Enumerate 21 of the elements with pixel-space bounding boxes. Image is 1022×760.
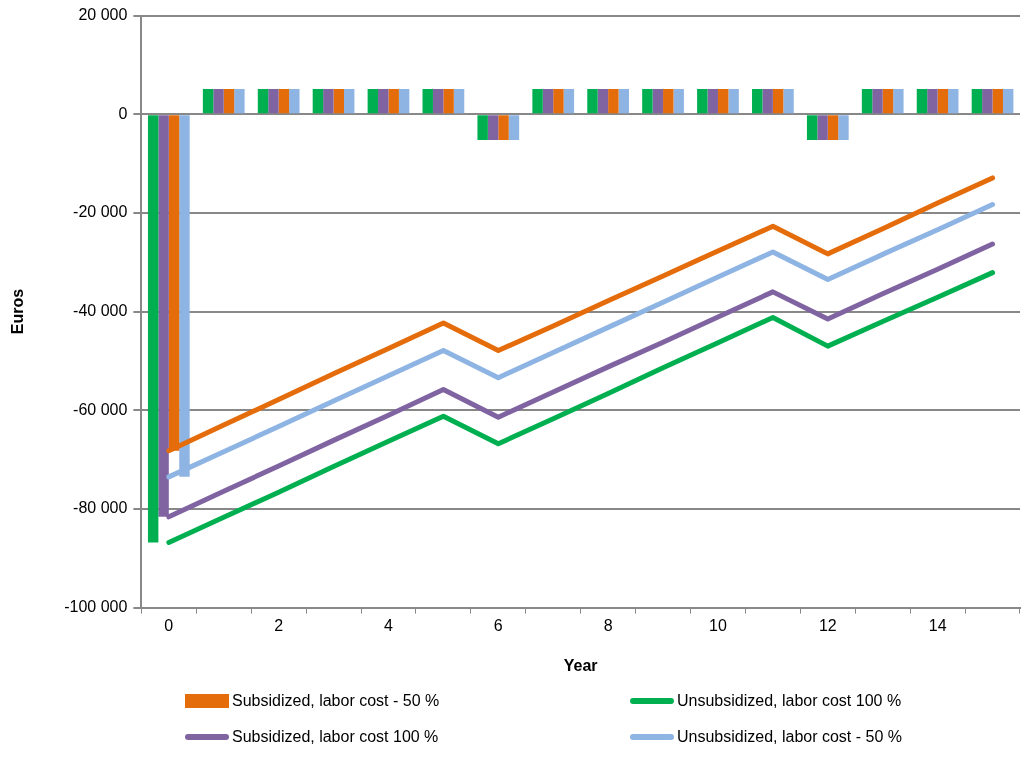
y-tick-label: -40 000 <box>73 302 128 320</box>
legend-label: Subsidized, labor cost - 50 % <box>232 692 440 710</box>
y-tick-label: 0 <box>118 104 128 122</box>
legend-label: Subsidized, labor cost 100 % <box>232 728 439 746</box>
x-tick-label: 8 <box>603 616 613 634</box>
x-tick-label: 14 <box>928 616 947 634</box>
x-tick-label: 4 <box>384 616 394 634</box>
y-tick-label: -60 000 <box>73 400 128 418</box>
y-tick-label: -20 000 <box>73 203 128 221</box>
y-tick-label: -100 000 <box>64 598 128 616</box>
x-tick-label: 6 <box>493 616 503 634</box>
x-tick-label: 12 <box>818 616 837 634</box>
legend-label: Unsubsidized, labor cost - 50 % <box>677 728 902 746</box>
y-axis-title: Euros <box>9 288 27 335</box>
y-tick-label: -80 000 <box>73 499 128 517</box>
legend-label: Unsubsidized, labor cost 100 % <box>677 692 902 710</box>
x-tick-label: 10 <box>709 616 727 634</box>
x-tick-label: 2 <box>274 616 284 634</box>
x-axis-title: Year <box>563 656 598 674</box>
x-tick-label: 0 <box>164 616 174 634</box>
y-tick-label: 20 000 <box>78 6 128 24</box>
